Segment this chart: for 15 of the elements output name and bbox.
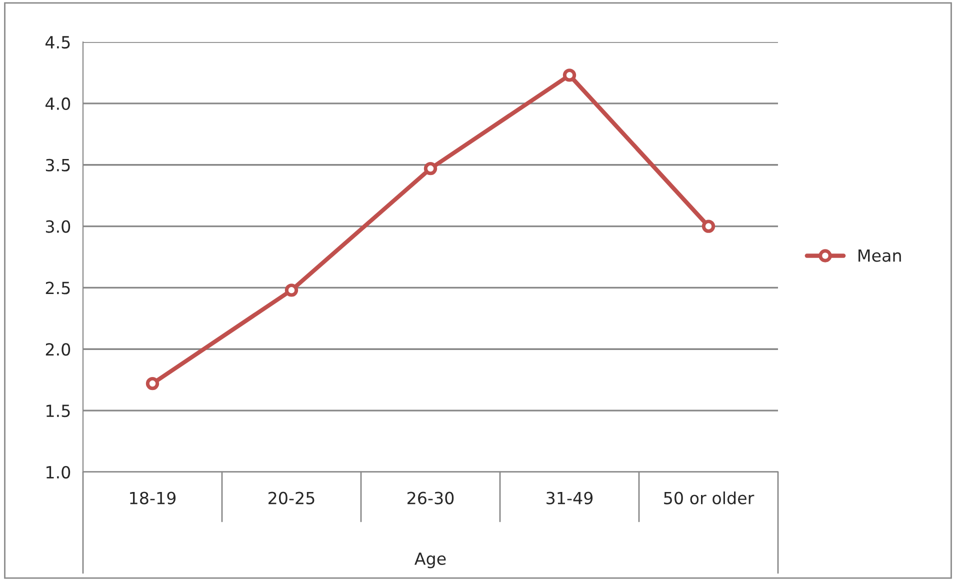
x-tick-label: 26-30	[408, 492, 454, 504]
y-tick-label: 2.5	[46, 282, 70, 294]
x-tick-label: 50 or older	[664, 491, 754, 504]
y-tick-label: 3.5	[46, 158, 70, 172]
x-tick-label: 18-19	[130, 492, 176, 504]
y-tick-label: 1.0	[46, 466, 70, 479]
y-tick-label: 3.0	[46, 220, 70, 233]
x-tick-label: 20-25	[268, 492, 314, 504]
y-tick-label: 2.0	[46, 343, 70, 356]
y-tick-label: 4.5	[46, 36, 70, 49]
legend-label: Mean	[858, 249, 901, 262]
y-tick-label: 4.0	[46, 97, 70, 110]
x-tick-label: 31-49	[546, 492, 593, 504]
y-tick-label: 1.5	[46, 404, 70, 418]
x-axis-title: Age	[414, 552, 446, 568]
